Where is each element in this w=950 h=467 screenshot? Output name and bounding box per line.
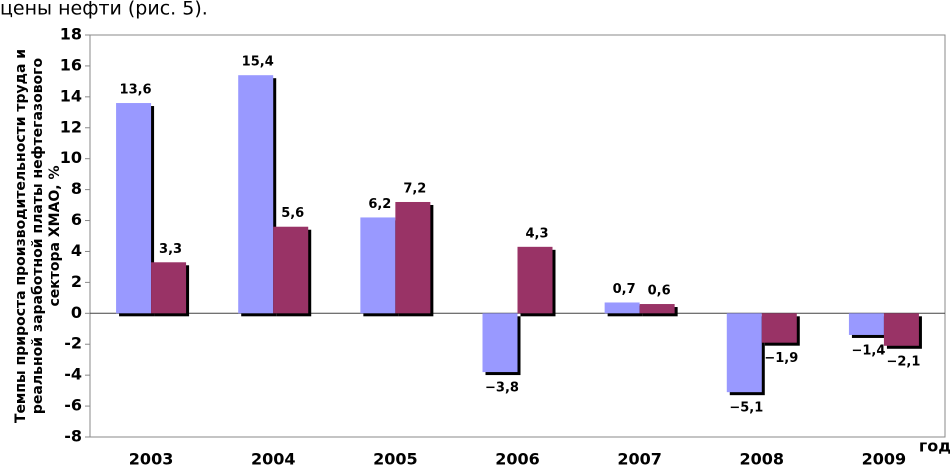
bar [273,226,309,314]
bar [395,201,431,314]
y-axis-label-line: Темпы прироста производительности труда … [13,49,29,423]
y-tick-label: -6 [64,396,82,415]
x-tick-label: 2004 [251,450,296,467]
y-tick-label: 18 [60,25,82,44]
bar [604,302,640,314]
bar [726,313,762,393]
bar [360,217,396,314]
x-tick-label: 2003 [129,450,174,467]
value-label: 0,6 [648,284,671,299]
value-label: 7,2 [403,181,426,196]
x-axis-label: год [919,437,950,456]
plot-area [89,34,946,438]
bar [238,75,274,314]
y-tick-label: 2 [71,272,82,291]
value-label: 3,3 [159,242,182,257]
bar [116,103,152,314]
bar [883,313,919,346]
text-above: цены нефти (рис. 5). [0,0,208,20]
value-label: 6,2 [368,197,391,212]
value-label: 4,3 [525,226,548,241]
y-tick-label: 4 [71,241,82,260]
y-tick-label: 16 [60,55,82,74]
x-tick-label: 2005 [373,450,418,467]
bar [151,262,187,314]
value-label: −1,4 [851,343,885,358]
y-axis-label: Темпы прироста производительности труда … [13,49,63,423]
value-label: −3,8 [485,381,519,396]
y-axis-label-line: сектора ХМАО, % [47,165,63,306]
y-tick-label: 0 [71,303,82,322]
y-tick-label: 14 [60,86,82,105]
value-label: −2,1 [886,354,920,369]
y-tick-label: -2 [64,334,82,353]
bar [517,246,553,314]
x-tick-label: 2009 [862,450,907,467]
y-tick-label: 8 [71,179,82,198]
y-tick-label: 12 [60,117,82,136]
y-axis-label-line: реальной заработной платы нефтегазового [30,58,46,415]
y-tick-label: 6 [71,210,82,229]
x-tick-label: 2007 [617,450,662,467]
bar [848,313,884,335]
x-tick-label: 2008 [740,450,785,467]
x-tick-label: 2006 [495,450,540,467]
bar [761,313,797,343]
value-label: 0,7 [613,282,636,297]
y-tick-label: -4 [64,365,82,384]
value-label: 13,6 [120,83,152,98]
value-label: 5,6 [281,206,304,221]
bar [639,304,675,314]
y-tick-label: -8 [64,427,82,446]
value-label: 15,4 [242,55,274,70]
y-tick-label: 10 [60,148,82,167]
value-label: −5,1 [729,401,763,416]
value-label: −1,9 [764,351,798,366]
bar [482,313,518,373]
